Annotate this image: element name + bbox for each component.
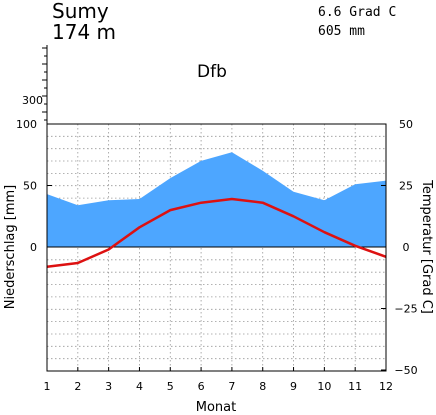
left-tick-label: 50 bbox=[23, 180, 37, 193]
right-tick-label: −50 bbox=[394, 364, 417, 377]
right-tick-label: 0 bbox=[403, 241, 410, 254]
x-tick-label: 12 bbox=[379, 380, 393, 393]
x-tick-label: 2 bbox=[74, 380, 81, 393]
x-tick-label: 10 bbox=[317, 380, 331, 393]
x-tick-label: 6 bbox=[198, 380, 205, 393]
left-tick-label: 100 bbox=[16, 118, 37, 131]
x-tick-label: 9 bbox=[290, 380, 297, 393]
right-tick-label: −25 bbox=[394, 303, 417, 316]
annual-temperature: 6.6 Grad C bbox=[318, 5, 396, 20]
x-tick-label: 8 bbox=[259, 380, 266, 393]
x-tick-label: 4 bbox=[136, 380, 143, 393]
x-tick-label: 1 bbox=[44, 380, 51, 393]
annual-precipitation: 605 mm bbox=[318, 24, 365, 39]
station-name: Sumy bbox=[52, 0, 109, 23]
right-tick-label: 25 bbox=[399, 180, 413, 193]
x-axis-title: Monat bbox=[196, 400, 236, 415]
upper-scale-ticks bbox=[42, 47, 47, 121]
x-tick-label: 7 bbox=[228, 380, 235, 393]
right-axis-ticks: 50 25 0 −25 −50 bbox=[381, 118, 418, 377]
x-tick-label: 5 bbox=[167, 380, 174, 393]
left-axis-title: Niederschlag [mm] bbox=[3, 185, 18, 310]
right-axis-title: Temperatur [Grad C] bbox=[419, 179, 434, 314]
station-elevation: 174 m bbox=[52, 20, 116, 44]
x-tick-label: 11 bbox=[348, 380, 362, 393]
left-axis-ticks: 0 50 100 bbox=[16, 118, 52, 254]
temperature-line bbox=[46, 197, 387, 268]
left-tick-label: 0 bbox=[30, 241, 37, 254]
precip-upper-tick-label: 300 bbox=[22, 94, 43, 107]
x-axis-ticks: 1 2 3 4 5 6 7 8 9 10 11 12 bbox=[44, 367, 393, 393]
x-tick-label: 3 bbox=[105, 380, 112, 393]
right-tick-label: 50 bbox=[399, 118, 413, 131]
climate-class: Dfb bbox=[197, 62, 227, 82]
